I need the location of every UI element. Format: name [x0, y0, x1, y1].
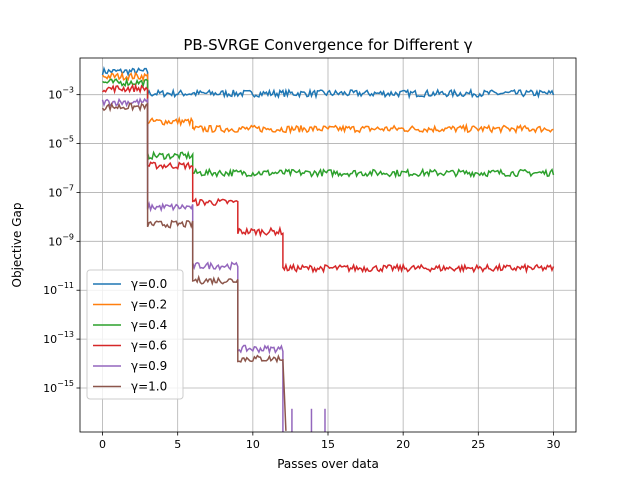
x-tick-label: 25: [471, 438, 485, 451]
legend-label: γ=0.2: [131, 298, 167, 312]
x-axis-label: Passes over data: [277, 457, 379, 471]
series-line-2: [102, 77, 555, 179]
legend-label: γ=1.0: [131, 380, 167, 394]
series-line-1: [101, 70, 554, 135]
x-tick-label: 0: [99, 438, 106, 451]
chart-title: PB-SVRGE Convergence for Different γ: [183, 36, 472, 54]
y-tick-label: 10−15: [43, 379, 74, 395]
x-tick-label: 30: [546, 438, 560, 451]
y-tick-label: 10−5: [48, 135, 74, 151]
x-tick-label: 20: [396, 438, 410, 451]
series-line-3: [101, 83, 555, 275]
y-axis-label: Objective Gap: [10, 203, 24, 288]
x-tick-label: 5: [174, 438, 181, 451]
legend-label: γ=0.0: [131, 277, 167, 291]
grid: [80, 58, 576, 432]
x-tick-label: 10: [246, 438, 260, 451]
x-tick-label: 15: [321, 438, 335, 451]
series-layer: [101, 66, 555, 432]
legend-label: γ=0.9: [131, 359, 167, 373]
y-tick-label: 10−7: [48, 183, 74, 199]
y-tick-label: 10−9: [48, 232, 74, 248]
series-line-5: [101, 102, 287, 431]
y-tick-label: 10−11: [43, 281, 74, 297]
legend-label: γ=0.6: [131, 339, 167, 353]
legend: γ=0.0 γ=0.2 γ=0.4 γ=0.6 γ=0.9 γ=1.0: [86, 269, 184, 400]
y-tick-label: 10−3: [48, 86, 74, 102]
series-line-0: [101, 66, 555, 100]
legend-label: γ=0.4: [131, 318, 167, 332]
y-tick-label: 10−13: [43, 330, 74, 346]
